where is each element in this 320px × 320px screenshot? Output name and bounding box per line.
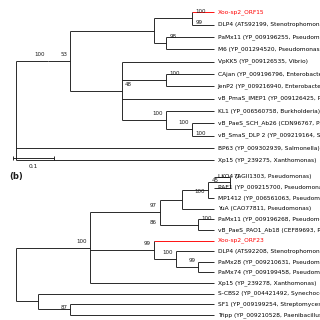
Text: DLP4 (ATS92208, Stenotrophomonas): DLP4 (ATS92208, Stenotrophomonas) xyxy=(218,249,320,254)
Text: BP63 (YP_009302939, Salmonella): BP63 (YP_009302939, Salmonella) xyxy=(218,145,319,151)
Text: VpKK5 (YP_009126535, Vibrio): VpKK5 (YP_009126535, Vibrio) xyxy=(218,59,308,64)
Text: 71: 71 xyxy=(234,173,241,179)
Text: 100: 100 xyxy=(162,250,173,255)
Text: 100: 100 xyxy=(194,189,205,195)
Text: vB_SmaS_DLP 2 (YP_009219164, Stenotrophomonas): vB_SmaS_DLP 2 (YP_009219164, Stenotropho… xyxy=(218,133,320,139)
Text: 100: 100 xyxy=(195,131,206,136)
Text: 99: 99 xyxy=(143,241,150,246)
Text: 48: 48 xyxy=(125,82,132,87)
Text: DLP4 (ATS92199, Stenotrophomonas): DLP4 (ATS92199, Stenotrophomonas) xyxy=(218,22,320,27)
Text: 100: 100 xyxy=(153,111,163,116)
Text: CAjan (YP_009196796, Enterobacteria): CAjan (YP_009196796, Enterobacteria) xyxy=(218,71,320,77)
Text: 100: 100 xyxy=(76,239,86,244)
Text: JenP2 (YP_009216940, Enterobacteria): JenP2 (YP_009216940, Enterobacteria) xyxy=(218,84,320,89)
Text: 100: 100 xyxy=(170,71,180,76)
Text: 99: 99 xyxy=(195,20,202,25)
Text: PaMx11 (YP_009196268, Pseudomonas): PaMx11 (YP_009196268, Pseudomonas) xyxy=(218,217,320,222)
Text: YuA (CAO77811, Pseudomonas): YuA (CAO77811, Pseudomonas) xyxy=(218,206,311,211)
Text: 100: 100 xyxy=(34,52,45,57)
Text: 0.1: 0.1 xyxy=(29,164,38,169)
Text: PaMx28 (YP_009210631, Pseudomonas): PaMx28 (YP_009210631, Pseudomonas) xyxy=(218,259,320,265)
Text: KL1 (YP_006560758, Burkholderia): KL1 (YP_006560758, Burkholderia) xyxy=(218,108,320,114)
Text: vB_PaeS_PAO1_Ab18 (CEF89693, Pseudomonas): vB_PaeS_PAO1_Ab18 (CEF89693, Pseudomonas… xyxy=(218,227,320,233)
Text: SF1 (YP_009199254, Streptomyces): SF1 (YP_009199254, Streptomyces) xyxy=(218,301,320,307)
Text: 45: 45 xyxy=(211,178,218,183)
Text: 87: 87 xyxy=(60,305,67,310)
Text: 53: 53 xyxy=(60,52,67,57)
Text: Xoo-sp2_ORF15: Xoo-sp2_ORF15 xyxy=(218,10,264,15)
Text: Xp15 (YP_239278, Xanthomonas): Xp15 (YP_239278, Xanthomonas) xyxy=(218,280,316,286)
Text: vB_PaeS_SCH_Ab26 (CDN96767, Pseudomonas): vB_PaeS_SCH_Ab26 (CDN96767, Pseudomonas) xyxy=(218,120,320,126)
Text: 97: 97 xyxy=(150,204,157,208)
Text: PAE1 (YP_009215700, Pseudomonas): PAE1 (YP_009215700, Pseudomonas) xyxy=(218,185,320,190)
Text: 100: 100 xyxy=(195,9,206,14)
Text: (b): (b) xyxy=(10,172,23,181)
Text: 98: 98 xyxy=(170,34,177,39)
Text: 100: 100 xyxy=(202,216,212,221)
Text: MP1412 (YP_006561063, Pseudomonas): MP1412 (YP_006561063, Pseudomonas) xyxy=(218,195,320,201)
Text: PaMx74 (YP_009199458, Pseudomonas): PaMx74 (YP_009199458, Pseudomonas) xyxy=(218,269,320,275)
Text: LKO4 (AGII1303, Pseudomonas): LKO4 (AGII1303, Pseudomonas) xyxy=(218,174,311,180)
Text: Tripp (YP_009210528, Paenibacillus): Tripp (YP_009210528, Paenibacillus) xyxy=(218,312,320,317)
Text: M6 (YP_001294520, Pseudomonas): M6 (YP_001294520, Pseudomonas) xyxy=(218,46,320,52)
Text: PaMx11 (YP_009196255, Pseudomonas): PaMx11 (YP_009196255, Pseudomonas) xyxy=(218,34,320,40)
Text: 99: 99 xyxy=(188,258,195,263)
Text: 100: 100 xyxy=(178,120,189,125)
Text: Xp15 (YP_239275, Xanthomonas): Xp15 (YP_239275, Xanthomonas) xyxy=(218,157,316,163)
Text: vB_PmaS_IMEP1 (YP_009126425, Paracoccus): vB_PmaS_IMEP1 (YP_009126425, Paracoccus) xyxy=(218,96,320,101)
Text: S-CBS2 (YP_004421492, Synechococcus): S-CBS2 (YP_004421492, Synechococcus) xyxy=(218,291,320,296)
Text: 86: 86 xyxy=(150,220,157,225)
Text: Xoo-sp2_ORF23: Xoo-sp2_ORF23 xyxy=(218,238,264,244)
